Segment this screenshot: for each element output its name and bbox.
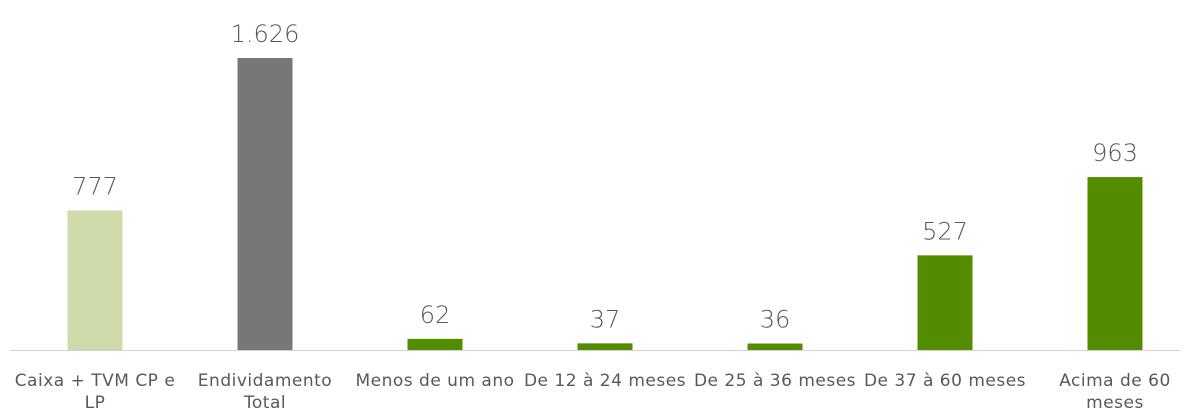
value-label: 963 — [1092, 139, 1138, 167]
value-label: 1.626 — [231, 20, 300, 48]
bar — [67, 210, 123, 350]
bar — [407, 338, 463, 350]
value-label: 777 — [72, 172, 118, 200]
x-tick-label: Menos de um ano — [355, 371, 515, 391]
bar — [747, 343, 803, 350]
bar — [917, 255, 973, 350]
bar — [237, 58, 293, 350]
x-tick-label: Acima de 60 meses — [1059, 371, 1171, 413]
value-label: 36 — [760, 306, 791, 334]
value-label: 62 — [420, 301, 451, 329]
bar — [577, 343, 633, 350]
bar — [1087, 177, 1143, 350]
x-tick-label: Endividamento Total — [197, 371, 333, 413]
value-label: 527 — [922, 217, 968, 245]
x-tick-label: De 12 à 24 meses — [523, 371, 687, 391]
x-tick-label: Caixa + TVM CP e LP — [14, 371, 176, 413]
value-label: 37 — [590, 305, 621, 333]
x-tick-label: De 37 à 60 meses — [863, 371, 1027, 391]
x-tick-label: De 25 à 36 meses — [693, 371, 857, 391]
